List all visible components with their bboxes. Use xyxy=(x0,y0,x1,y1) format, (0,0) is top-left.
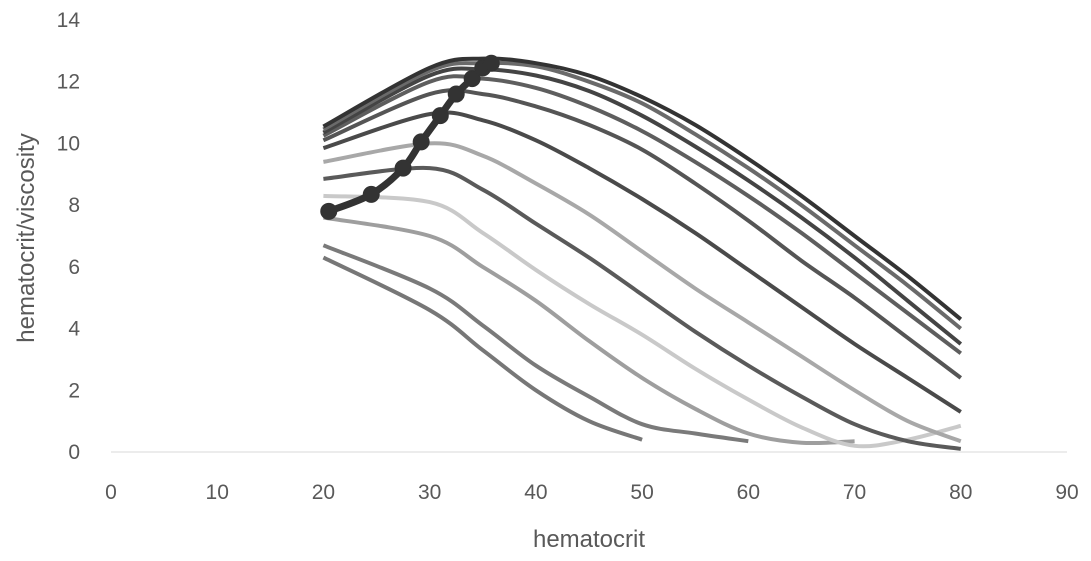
highlight-point xyxy=(394,159,412,177)
y-tick-label: 10 xyxy=(57,132,80,155)
y-tick-label: 0 xyxy=(68,441,80,464)
y-tick-label: 4 xyxy=(68,318,80,341)
x-tick-label: 90 xyxy=(1055,481,1078,504)
highlight-point xyxy=(463,70,481,88)
x-axis: 0 10 20 30 40 50 60 70 80 90 xyxy=(105,451,1079,504)
y-tick-label: 6 xyxy=(68,256,80,279)
series-line-4 xyxy=(323,193,962,449)
y-tick-label: 2 xyxy=(68,379,80,402)
y-axis: 0 2 4 6 8 10 12 14 xyxy=(57,9,81,464)
y-tick-label: 14 xyxy=(57,9,81,32)
series-line-2 xyxy=(322,243,749,444)
series-line-5 xyxy=(323,165,962,451)
x-tick-label: 0 xyxy=(105,481,117,504)
x-tick-label: 70 xyxy=(843,481,866,504)
series-line-7 xyxy=(322,110,962,414)
x-tick-label: 10 xyxy=(206,481,229,504)
x-tick-label: 50 xyxy=(630,481,653,504)
series-layer xyxy=(322,56,963,451)
series-line-3 xyxy=(323,215,855,446)
series-line-10 xyxy=(322,66,963,346)
x-tick-label: 20 xyxy=(312,481,335,504)
series-line-6 xyxy=(323,141,962,444)
series-line-12 xyxy=(322,56,963,321)
series-line-8 xyxy=(322,88,962,380)
x-tick-label: 30 xyxy=(418,481,441,504)
y-tick-label: 12 xyxy=(57,71,80,94)
highlight-point xyxy=(412,133,430,151)
x-tick-label: 80 xyxy=(949,481,972,504)
highlight-series xyxy=(320,54,500,220)
series-line-1 xyxy=(322,255,643,442)
x-axis-title: hematocrit xyxy=(533,526,645,553)
x-tick-label: 60 xyxy=(737,481,760,504)
y-tick-label: 8 xyxy=(68,194,80,217)
x-tick-label: 40 xyxy=(524,481,547,504)
highlight-point xyxy=(320,202,338,220)
y-axis-title: hematocrit/viscosity xyxy=(13,133,40,342)
series-line-11 xyxy=(322,60,963,331)
highlight-point xyxy=(447,85,465,103)
highlight-point xyxy=(482,54,500,72)
highlight-point xyxy=(431,107,449,125)
highlight-point xyxy=(362,185,380,203)
